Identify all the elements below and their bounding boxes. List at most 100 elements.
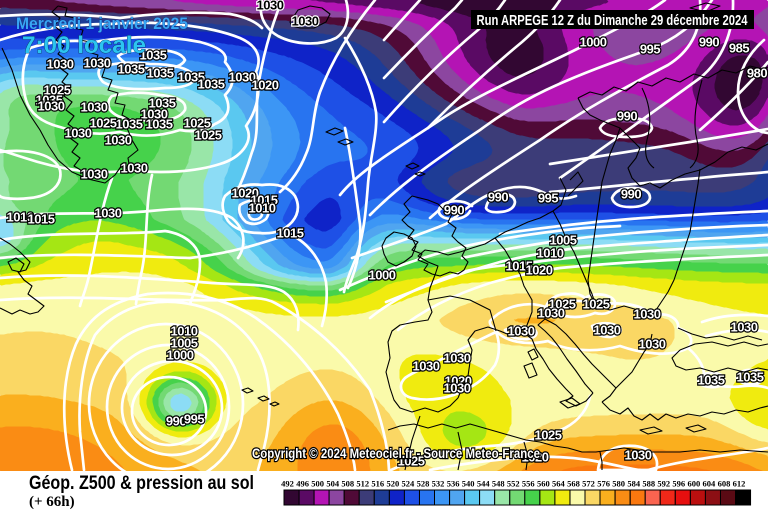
- svg-text:990: 990: [617, 109, 637, 124]
- svg-text:1025: 1025: [398, 454, 425, 469]
- svg-text:1025: 1025: [44, 83, 71, 98]
- svg-text:990: 990: [699, 35, 719, 50]
- svg-text:Copyright © 2024 Meteociel.fr: Copyright © 2024 Meteociel.fr - Source M…: [252, 445, 540, 461]
- svg-text:995: 995: [538, 191, 558, 206]
- svg-text:1000: 1000: [369, 268, 396, 283]
- svg-text:1020: 1020: [522, 450, 549, 465]
- svg-text:492: 492: [281, 479, 294, 489]
- svg-text:Run ARPEGE 12 Z du Dimanche 29: Run ARPEGE 12 Z du Dimanche 29 décembre …: [477, 12, 748, 29]
- svg-text:985: 985: [729, 41, 749, 56]
- svg-text:520: 520: [387, 479, 400, 489]
- svg-text:1030: 1030: [639, 337, 666, 352]
- svg-text:990: 990: [444, 203, 464, 218]
- svg-text:1030: 1030: [81, 167, 108, 182]
- svg-text:1025: 1025: [535, 428, 562, 443]
- svg-text:1020: 1020: [252, 78, 279, 93]
- svg-text:588: 588: [642, 479, 655, 489]
- svg-text:556: 556: [522, 479, 535, 489]
- svg-text:508: 508: [341, 479, 354, 489]
- svg-text:1030: 1030: [81, 100, 108, 115]
- svg-text:600: 600: [688, 479, 701, 489]
- svg-text:1025: 1025: [90, 116, 117, 131]
- svg-text:Mercredi 1 janvier 2025: Mercredi 1 janvier 2025: [16, 14, 188, 33]
- svg-text:612: 612: [733, 479, 746, 489]
- svg-text:1030: 1030: [229, 70, 256, 85]
- svg-text:1010: 1010: [537, 246, 564, 261]
- svg-text:536: 536: [447, 479, 460, 489]
- svg-text:1035: 1035: [116, 117, 143, 132]
- svg-text:1030: 1030: [38, 99, 65, 114]
- svg-text:1030: 1030: [413, 359, 440, 374]
- svg-text:516: 516: [371, 479, 384, 489]
- svg-text:1030: 1030: [731, 320, 758, 335]
- svg-text:980: 980: [747, 66, 767, 81]
- svg-text:1030: 1030: [257, 0, 284, 13]
- svg-text:1035: 1035: [149, 96, 176, 111]
- svg-text:496: 496: [296, 479, 309, 489]
- svg-text:1010: 1010: [249, 201, 276, 216]
- svg-text:564: 564: [552, 479, 566, 489]
- svg-text:1030: 1030: [141, 107, 168, 122]
- svg-text:1025: 1025: [195, 128, 222, 143]
- svg-text:990: 990: [488, 190, 508, 205]
- svg-text:1025: 1025: [549, 297, 576, 312]
- svg-text:1005: 1005: [171, 336, 198, 351]
- svg-text:1030: 1030: [538, 306, 565, 321]
- svg-text:568: 568: [567, 479, 580, 489]
- svg-text:572: 572: [582, 479, 595, 489]
- svg-text:1015: 1015: [251, 193, 278, 208]
- svg-text:1020: 1020: [232, 186, 259, 201]
- svg-text:1000: 1000: [167, 348, 194, 363]
- svg-text:990: 990: [621, 187, 641, 202]
- svg-text:995: 995: [640, 42, 660, 57]
- svg-text:532: 532: [432, 479, 445, 489]
- svg-text:1035: 1035: [118, 62, 145, 77]
- svg-text:1030: 1030: [95, 206, 122, 221]
- svg-text:584: 584: [627, 479, 641, 489]
- svg-text:1030: 1030: [105, 133, 132, 148]
- svg-text:1010: 1010: [171, 324, 198, 339]
- svg-text:1035: 1035: [146, 117, 173, 132]
- svg-text:608: 608: [718, 479, 731, 489]
- svg-text:1030: 1030: [292, 14, 319, 29]
- svg-text:1015: 1015: [277, 226, 304, 241]
- svg-text:1030: 1030: [625, 448, 652, 463]
- svg-text:1035: 1035: [36, 93, 63, 108]
- svg-text:7:00 locale: 7:00 locale: [22, 32, 146, 59]
- svg-text:1005: 1005: [550, 233, 577, 248]
- svg-text:990: 990: [166, 414, 186, 429]
- svg-text:548: 548: [492, 479, 505, 489]
- svg-text:1030: 1030: [47, 57, 74, 72]
- svg-text:1035: 1035: [698, 373, 725, 388]
- svg-text:592: 592: [657, 479, 670, 489]
- svg-text:1020: 1020: [526, 263, 553, 278]
- svg-text:500: 500: [311, 479, 324, 489]
- svg-text:596: 596: [672, 479, 685, 489]
- svg-text:1030: 1030: [594, 323, 621, 338]
- svg-text:1035: 1035: [198, 77, 225, 92]
- svg-text:1030: 1030: [634, 307, 661, 322]
- svg-text:1015: 1015: [28, 212, 55, 227]
- svg-text:1015: 1015: [506, 259, 533, 274]
- svg-text:604: 604: [703, 479, 717, 489]
- svg-text:560: 560: [537, 479, 550, 489]
- svg-text:576: 576: [597, 479, 610, 489]
- svg-text:1030: 1030: [65, 126, 92, 141]
- svg-text:580: 580: [612, 479, 625, 489]
- svg-text:1025: 1025: [184, 116, 211, 131]
- svg-text:(+ 66h): (+ 66h): [29, 494, 75, 510]
- svg-text:1030: 1030: [444, 351, 471, 366]
- svg-text:504: 504: [326, 479, 340, 489]
- svg-text:552: 552: [507, 479, 520, 489]
- svg-text:995: 995: [184, 412, 204, 427]
- svg-text:1020: 1020: [445, 374, 472, 389]
- svg-text:1035: 1035: [147, 66, 174, 81]
- svg-text:1010: 1010: [7, 210, 34, 225]
- svg-text:544: 544: [477, 479, 491, 489]
- svg-text:1030: 1030: [444, 381, 471, 396]
- svg-text:Géop. Z500 & pression au sol: Géop. Z500 & pression au sol: [29, 473, 254, 494]
- svg-text:1030: 1030: [84, 56, 111, 71]
- svg-text:528: 528: [417, 479, 430, 489]
- svg-text:524: 524: [402, 479, 416, 489]
- svg-text:540: 540: [462, 479, 475, 489]
